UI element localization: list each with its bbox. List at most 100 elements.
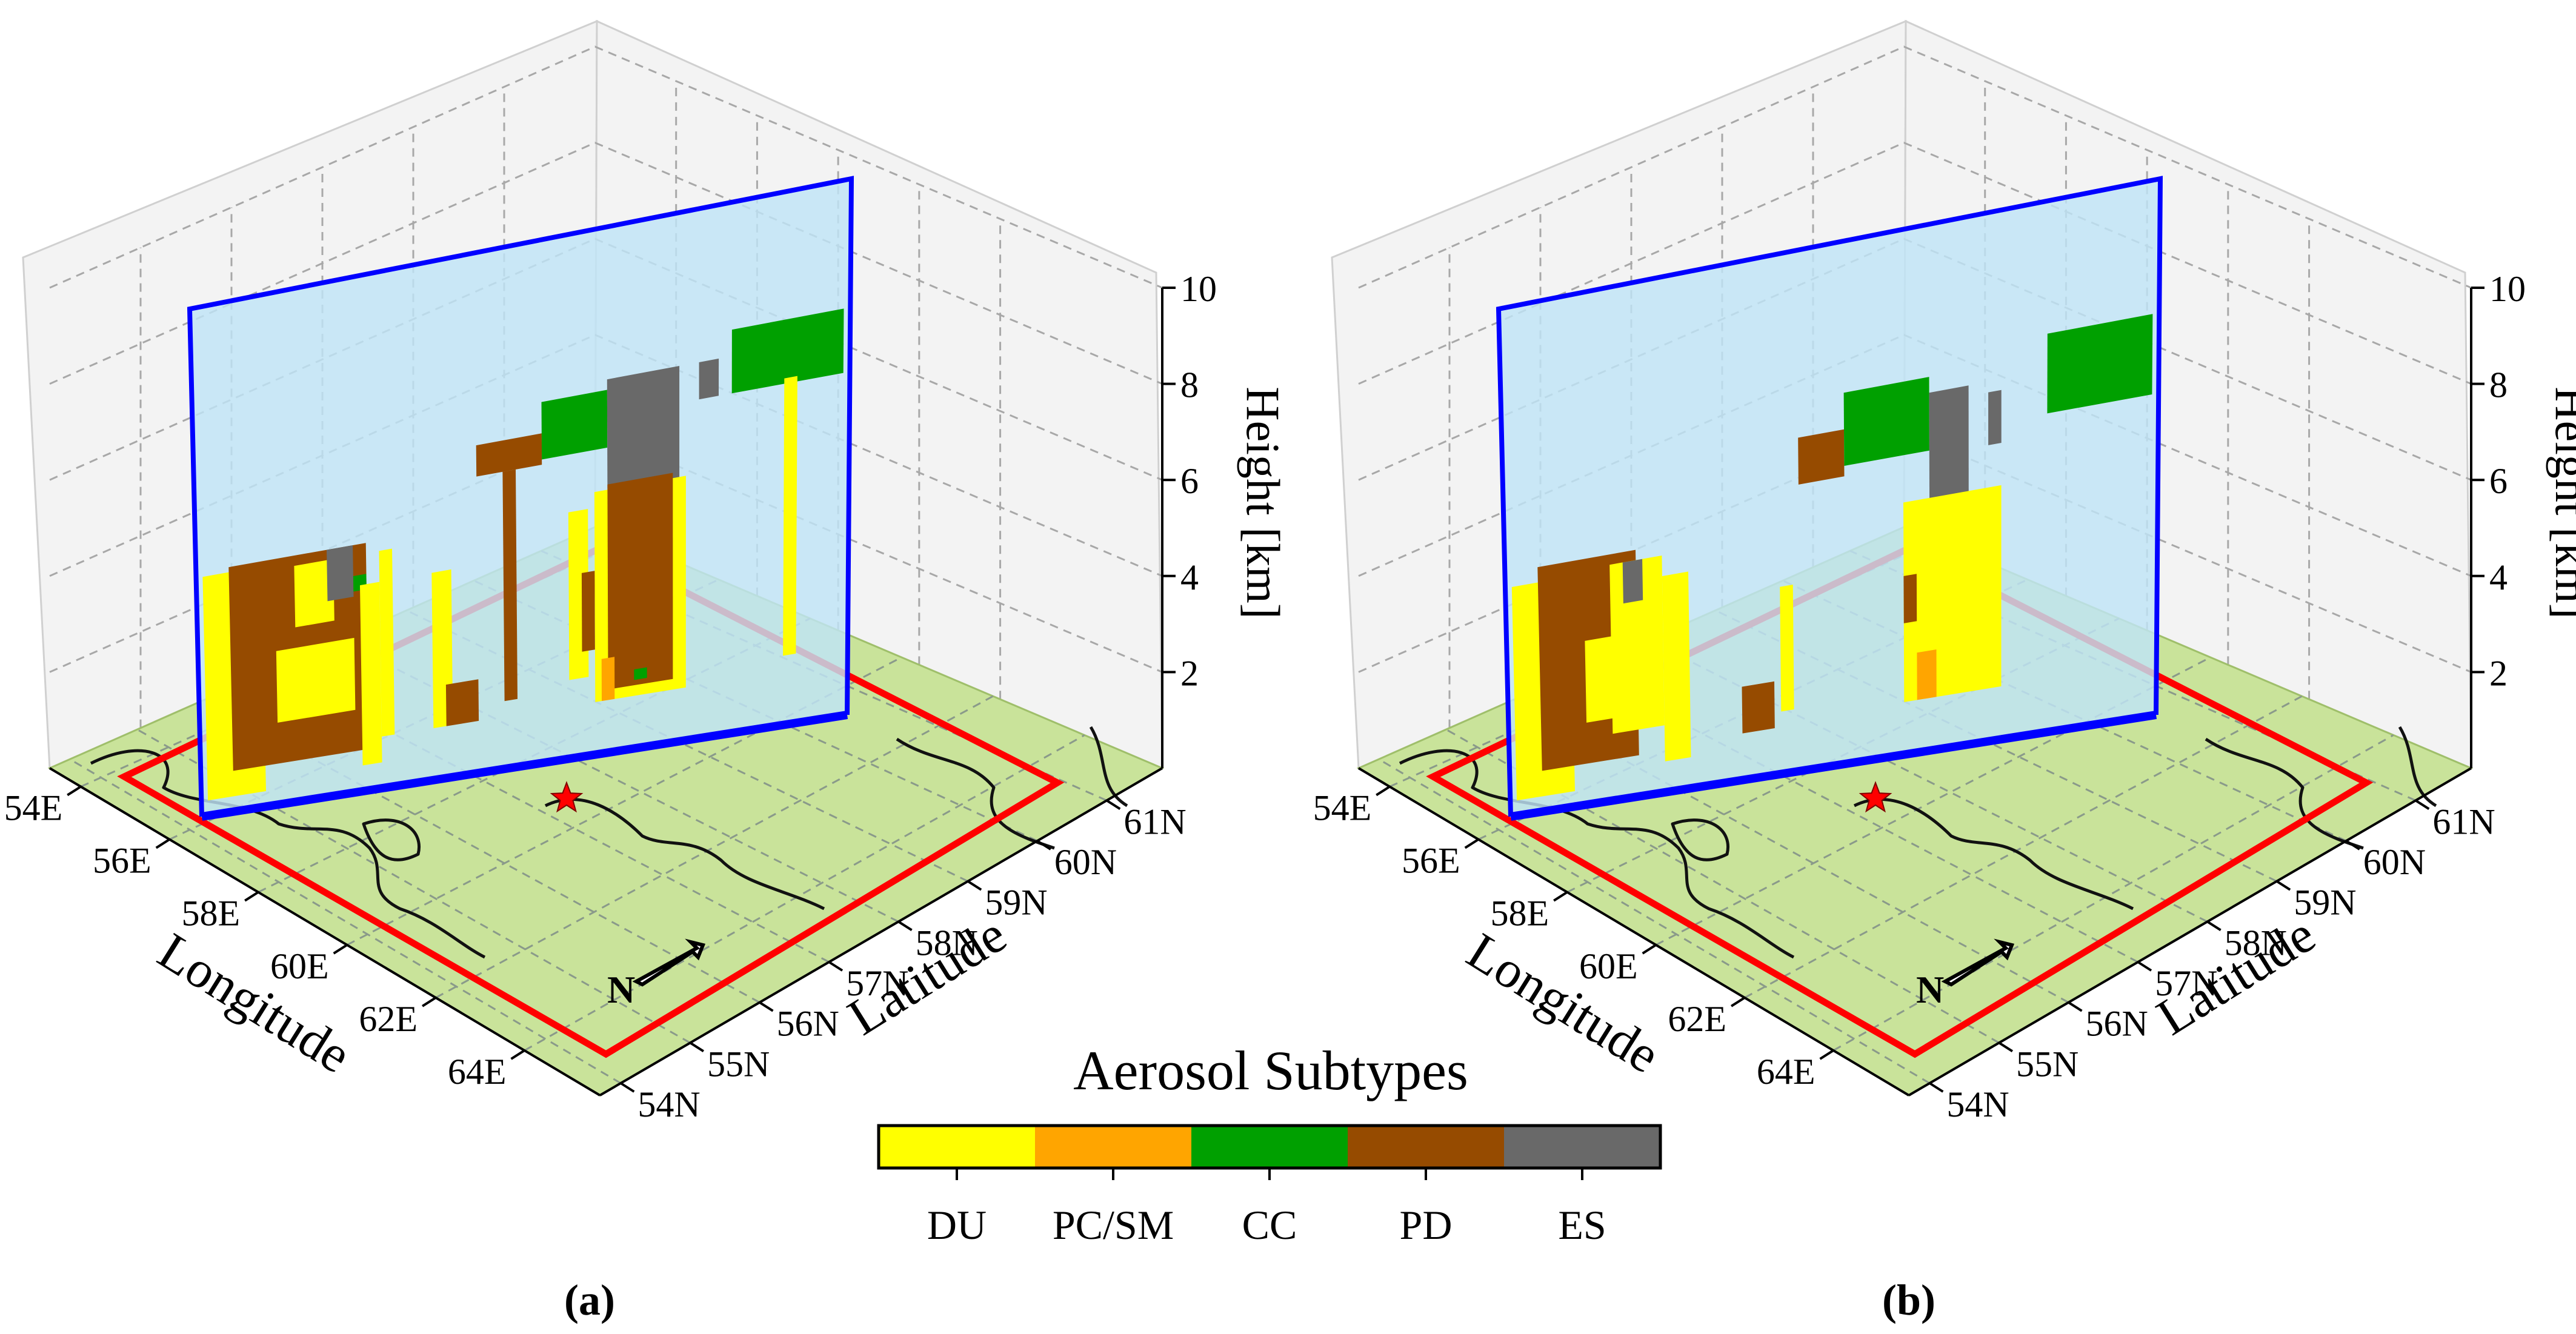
aerosol-segment-cc — [731, 308, 844, 394]
aerosol-segment-du — [276, 637, 356, 723]
aerosol-segment-es — [1929, 385, 1969, 514]
y-tick-label: 57N — [846, 963, 908, 1003]
floor-grid-lon — [346, 656, 902, 946]
aerosol-segment-cc — [541, 390, 608, 460]
z-axis: 2 4 6 8 10 Height [km] — [1161, 269, 1290, 768]
aerosol-segment-du — [1780, 585, 1794, 712]
colorbar: Aerosol Subtypes DU PC/SM CC PD ES — [877, 1040, 1662, 1248]
y-tick-label: 59N — [2294, 883, 2356, 923]
floor-grid-lon — [524, 734, 1085, 1052]
x-axis-line — [48, 767, 601, 1097]
z-axis-title: Height [km] — [1237, 387, 1290, 619]
y-tick — [759, 1001, 774, 1012]
x-tick-label: 64E — [448, 1052, 507, 1092]
coastlines — [90, 726, 1128, 959]
y-tick — [2068, 1001, 2083, 1012]
grid-line-z — [49, 45, 1163, 289]
y-tick-label: 54N — [637, 1084, 700, 1124]
coastlines — [1399, 726, 2437, 959]
coastline — [1853, 798, 2134, 911]
curtain-frame — [187, 176, 854, 817]
y-tick-label: 55N — [707, 1044, 770, 1084]
x-tick-label: 58E — [182, 894, 241, 934]
x-tick — [244, 891, 259, 902]
z-tick-label: 4 — [1180, 557, 1199, 597]
curtain-ground-track — [201, 711, 848, 821]
y-tick-label: 61N — [2432, 801, 2495, 841]
x-tick-label: 64E — [1757, 1052, 1816, 1092]
aerosol-segment-cc — [2047, 314, 2153, 414]
colorbar-cell-du — [879, 1126, 1035, 1168]
floor-grid-lat — [406, 609, 968, 883]
colorbar-cell-es — [1504, 1126, 1660, 1168]
x-tick — [1553, 891, 1568, 902]
floor-grid-lat — [1715, 609, 2277, 883]
site-star-icon — [1859, 781, 1892, 813]
y-tick — [1106, 799, 1121, 811]
aerosol-segment-es — [699, 358, 719, 400]
y-tick-label: 58N — [2225, 923, 2287, 963]
north-label: N — [607, 968, 635, 1011]
aerosol-segment-es — [1988, 390, 2002, 445]
x-tick — [333, 944, 348, 955]
aerosol-segment-pc-sm — [601, 657, 615, 702]
aerosol-segment-pd — [1742, 681, 1775, 734]
x-tick-label: 58E — [1491, 894, 1549, 934]
curtain-frame — [1496, 176, 2163, 817]
colorbar-cells: DU PC/SM CC PD ES — [877, 1124, 1662, 1248]
colorbar-frame — [877, 1124, 1662, 1170]
z-axis-title: Height [km] — [2546, 387, 2576, 619]
aerosol-segment-pd — [476, 433, 542, 477]
colorbar-cell-pc-sm — [1035, 1126, 1191, 1168]
y-tick — [2276, 880, 2291, 891]
y-tick — [967, 880, 982, 891]
y-tick-label: 59N — [985, 883, 1047, 923]
aerosol-segment-cc — [1843, 377, 1929, 466]
x-axis-title: Longitude — [148, 921, 361, 1084]
aerosol-segment-du — [379, 548, 395, 737]
x-tick-label: 60E — [270, 946, 329, 986]
y-tick — [2345, 840, 2360, 851]
aerosol-segment-du — [294, 559, 334, 628]
z-tick-label: 2 — [1180, 653, 1199, 693]
y-tick-label: 54N — [1946, 1084, 2009, 1124]
lake-outline — [1671, 818, 1729, 861]
y-tick — [1036, 840, 1051, 851]
coastline — [2205, 737, 2364, 850]
aerosol-segment-pd — [502, 469, 518, 702]
aerosol-segment-pd — [607, 473, 673, 689]
z-tick-label: 2 — [2489, 653, 2508, 693]
aerosol-segment-du — [1662, 571, 1691, 762]
x-tick — [421, 997, 437, 1007]
aerosol-segment-pc-sm — [1917, 649, 1937, 700]
x-tick — [155, 838, 170, 849]
y-tick-label: 55N — [2016, 1044, 2078, 1084]
aerosol-segment-pd — [445, 679, 479, 726]
aerosol-segments — [1511, 314, 2153, 801]
aerosol-segments — [202, 308, 844, 801]
y-tick — [2415, 799, 2430, 811]
x-tick — [1642, 944, 1657, 955]
panel-label-a: (a) — [564, 1276, 615, 1324]
aerosol-segment-pd — [1903, 574, 1917, 623]
panel-b: N 2 4 6 8 10 Height [km] 54E 56E 58E 60E 62E 64E Long… — [1313, 19, 2576, 1124]
north-arrow-icon — [632, 938, 706, 987]
grid-line-z — [1358, 45, 2472, 289]
x-tick-label: 62E — [1668, 999, 1726, 1039]
x-tick — [510, 1049, 525, 1060]
x-tick-label: 62E — [359, 999, 418, 1039]
aerosol-segment-pd — [581, 571, 595, 652]
floor-grid-lat — [339, 639, 899, 923]
floor-grid-lon — [1744, 695, 2303, 999]
x-tick — [67, 785, 82, 797]
colorbar-cell-pd — [1348, 1126, 1504, 1168]
y-tick — [1998, 1041, 2014, 1053]
x-tick — [1730, 997, 1746, 1007]
colorbar-label: ES — [1558, 1202, 1606, 1248]
aerosol-segment-du — [360, 582, 382, 766]
y-tick — [2206, 920, 2222, 932]
y-tick — [620, 1082, 635, 1093]
x-tick-label: 54E — [4, 788, 63, 828]
colorbar-label: PC/SM — [1053, 1202, 1174, 1248]
